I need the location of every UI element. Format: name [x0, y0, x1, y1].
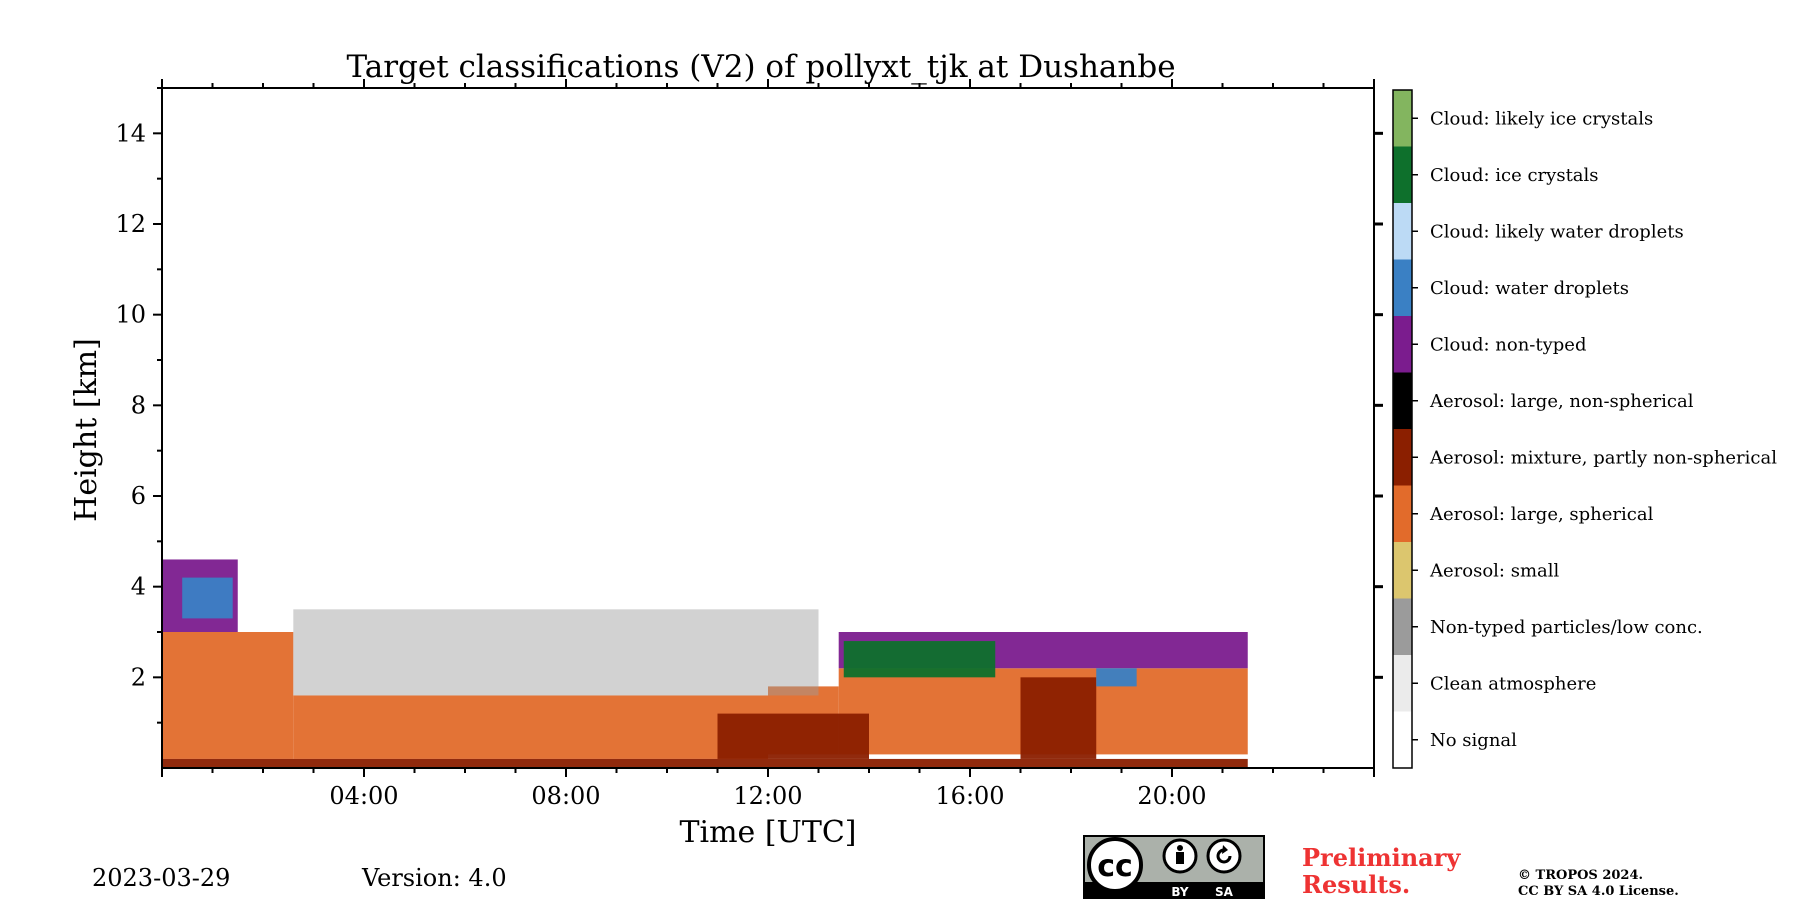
- colorbar-swatch: [1393, 259, 1412, 316]
- colorbar-label: Cloud: non-typed: [1430, 334, 1586, 355]
- region-aerosol-large-spherical: [293, 695, 768, 759]
- y-tick-label: 12: [115, 210, 146, 238]
- colorbar-swatch: [1393, 485, 1412, 542]
- by-text: BY: [1171, 885, 1188, 899]
- x-tick-label: 08:00: [531, 782, 600, 810]
- preliminary-line-1: Preliminary: [1302, 843, 1461, 872]
- colorbar-label: Aerosol: large, spherical: [1429, 504, 1654, 525]
- region-aerosol-mixture-partly-non-spherical: [1020, 677, 1097, 759]
- region-cloud-water-droplets: [182, 577, 233, 619]
- x-tick-label: 04:00: [329, 782, 398, 810]
- cc-icon-text: cc: [1097, 849, 1133, 884]
- cc-license-badge: cc BY SA: [1083, 835, 1265, 899]
- cc-icon: [1087, 837, 1143, 893]
- colorbar-swatch: [1393, 711, 1412, 768]
- y-tick-label: 6: [131, 482, 146, 510]
- colorbar-label: Cloud: water droplets: [1430, 278, 1629, 299]
- x-tick-label: 16:00: [935, 782, 1004, 810]
- colorbar-swatch: [1393, 429, 1412, 486]
- region-aerosol-mixture-partly-non-spherical: [162, 758, 1248, 768]
- y-tick-label: 4: [131, 573, 146, 601]
- x-axis-label: Time [UTC]: [680, 815, 857, 850]
- sa-icon: [1206, 838, 1242, 874]
- copyright-notice: © TROPOS 2024. CC BY SA 4.0 License.: [1518, 868, 1679, 900]
- y-axis-label: Height [km]: [69, 338, 104, 522]
- classification-heatmap: [162, 559, 1248, 768]
- x-axis: 04:00 08:00 12:00 16:00 20:00: [161, 79, 1375, 810]
- colorbar-label: Cloud: likely ice crystals: [1430, 108, 1653, 129]
- colorbar-swatch: [1393, 316, 1412, 373]
- y-tick-label: 8: [131, 391, 146, 419]
- colorbar-swatch: [1393, 146, 1412, 203]
- region-aerosol-mixture-partly-non-spherical: [717, 713, 869, 759]
- region-cloud-ice-crystals: [843, 641, 996, 678]
- copyright-line-1: © TROPOS 2024.: [1518, 868, 1644, 883]
- preliminary-results-notice: Preliminary Results.: [1302, 844, 1460, 898]
- copyright-line-2: CC BY SA 4.0 License.: [1518, 884, 1679, 899]
- colorbar-frame: [1392, 89, 1413, 769]
- colorbar-label: Cloud: likely water droplets: [1430, 221, 1684, 242]
- y-tick-label: 14: [115, 119, 146, 147]
- region-cloud-water-droplets: [1096, 668, 1137, 687]
- colorbar-swatch: [1393, 203, 1412, 260]
- colorbar-label: Aerosol: mixture, partly non-spherical: [1429, 447, 1777, 468]
- x-tick-label: 20:00: [1137, 782, 1206, 810]
- y-tick-label: 10: [115, 301, 146, 329]
- colorbar-label: Clean atmosphere: [1430, 673, 1596, 694]
- colorbar-swatch: [1393, 542, 1412, 599]
- region-aerosol-large-spherical: [162, 632, 294, 759]
- colorbar-swatch: [1393, 655, 1412, 712]
- colorbar-swatch: [1393, 372, 1412, 429]
- version-label: Version: 4.0: [362, 864, 507, 892]
- x-tick-label: 12:00: [733, 782, 802, 810]
- colorbar-label: Non-typed particles/low conc.: [1430, 617, 1703, 638]
- colorbar-label: Aerosol: large, non-spherical: [1429, 391, 1694, 412]
- colorbar-label: Cloud: ice crystals: [1430, 165, 1599, 186]
- y-axis: 2 4 6 8 10 12 14: [115, 87, 1383, 724]
- region-non-typed-particles-low-conc: [293, 609, 819, 696]
- colorbar-label: No signal: [1430, 730, 1517, 751]
- preliminary-line-2: Results.: [1302, 870, 1411, 899]
- y-tick-label: 2: [131, 663, 146, 691]
- chart-title: Target classifications (V2) of pollyxt_t…: [346, 49, 1175, 85]
- sa-text: SA: [1215, 885, 1234, 899]
- colorbar-swatch: [1393, 598, 1412, 655]
- class-colorbar: Cloud: likely ice crystals Cloud: ice cry…: [1392, 89, 1777, 769]
- colorbar-label: Aerosol: small: [1429, 560, 1560, 581]
- colorbar-swatch: [1393, 90, 1412, 147]
- date-label: 2023-03-29: [92, 864, 231, 892]
